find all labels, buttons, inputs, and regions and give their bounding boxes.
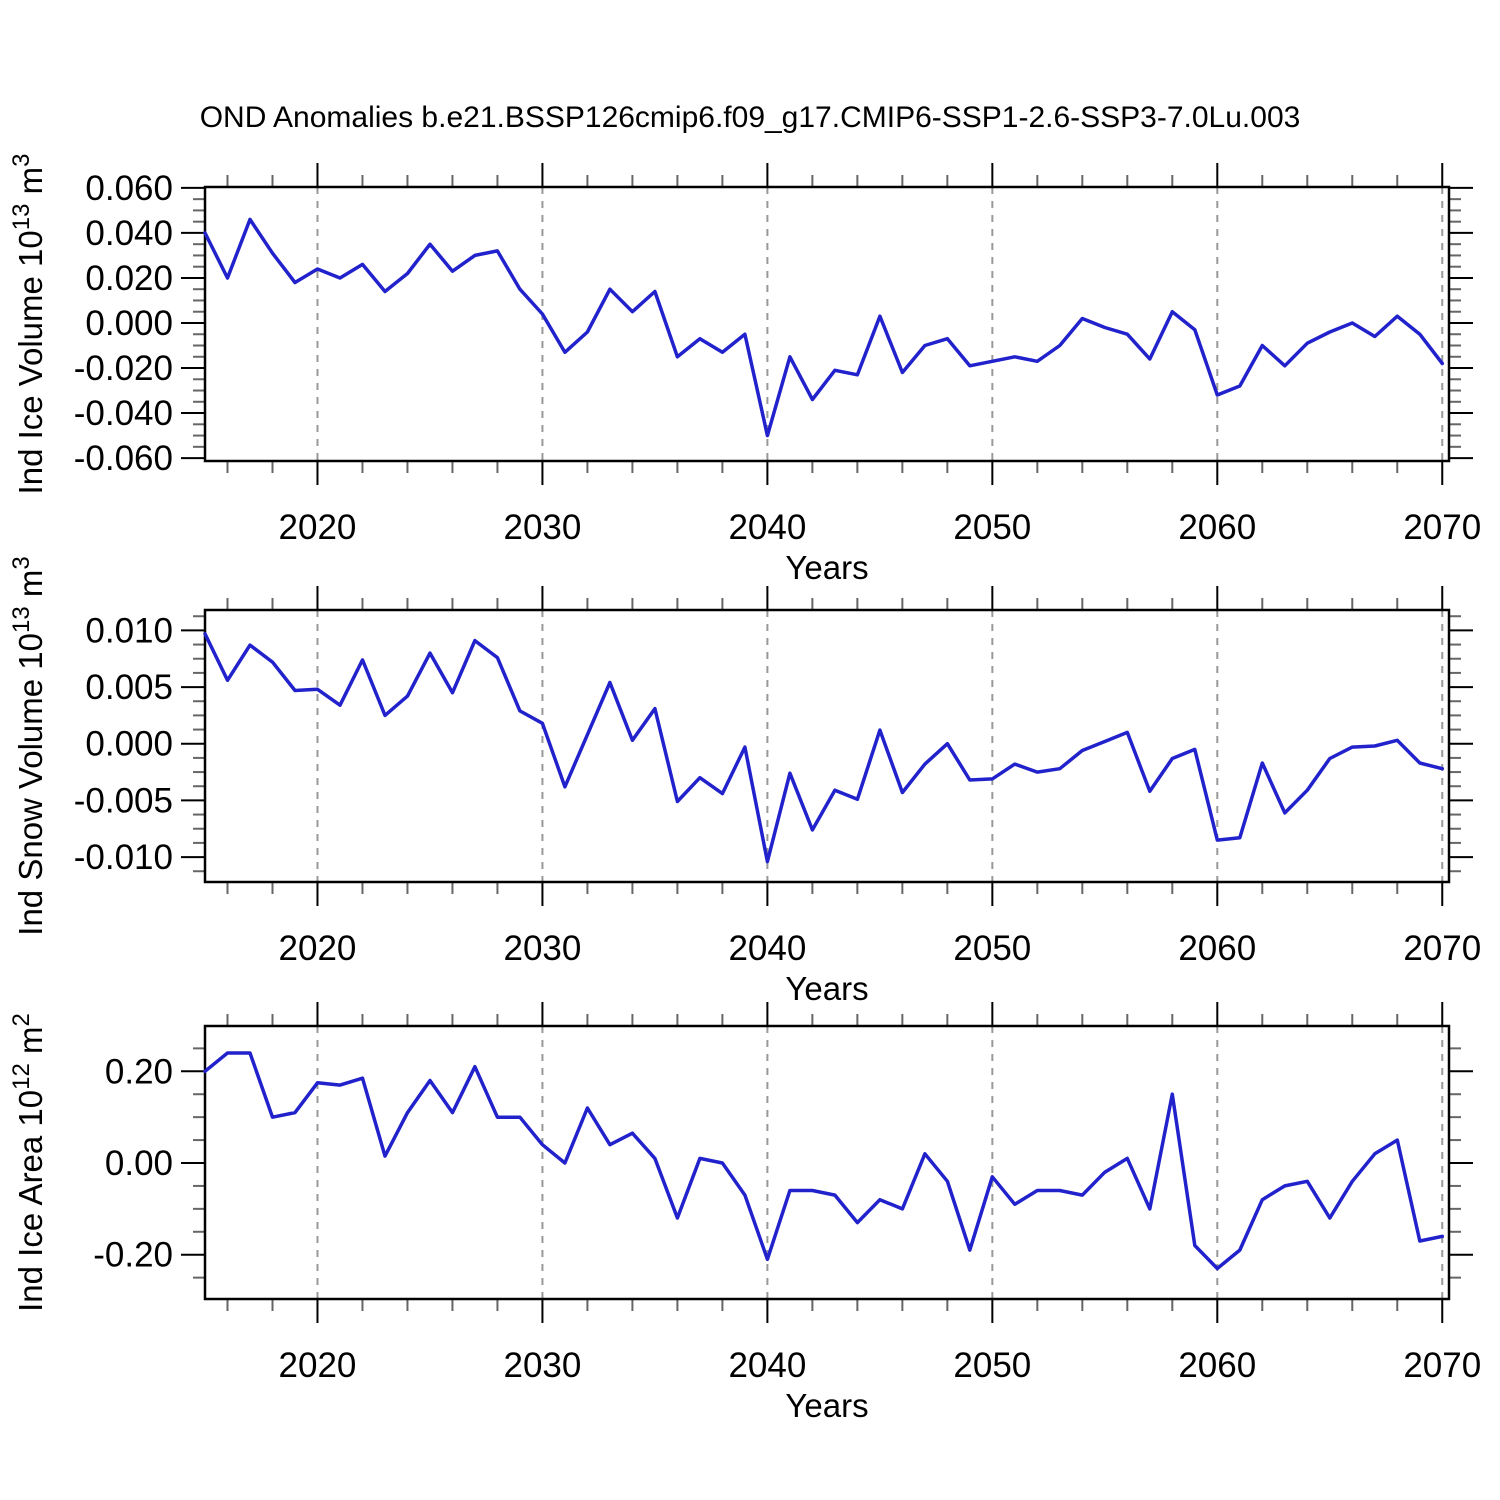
- x-tick-label: 2030: [503, 508, 581, 547]
- figure-title: OND Anomalies b.e21.BSSP126cmip6.f09_g17…: [199, 101, 1301, 134]
- x-ticks: [226, 1002, 1444, 1323]
- y-tick-label: -0.010: [74, 838, 173, 877]
- x-tick-label: 2060: [1178, 1346, 1256, 1385]
- x-axis-title: Years: [785, 1387, 868, 1424]
- y-tick-label: 0.010: [85, 611, 173, 650]
- x-tick-label: 2020: [279, 508, 357, 547]
- y-tick-label: -0.060: [74, 439, 173, 478]
- plot-frame: [203, 608, 1451, 884]
- ind-ice-volume-line: [203, 217, 1445, 438]
- x-tick-label: 2060: [1178, 508, 1256, 547]
- y-tick-label: 0.000: [85, 304, 173, 343]
- y-ticks: [181, 186, 1473, 460]
- x-tick-label: 2040: [728, 929, 806, 968]
- ind-ice-area-line: [203, 1051, 1445, 1271]
- x-ticks: [226, 163, 1444, 485]
- y-tick-label: -0.040: [74, 394, 173, 433]
- y-tick-label: 0.005: [85, 668, 173, 707]
- y-axis-title: Ind Ice Volume 1013 m3: [8, 154, 49, 495]
- x-ticks: [226, 586, 1444, 906]
- y-tick-label: -0.20: [93, 1236, 173, 1275]
- x-tick-labels: 2020 2030 2040 2050 2060 2070: [279, 929, 1482, 968]
- y-tick-label: -0.020: [74, 349, 173, 388]
- x-tick-label: 2070: [1403, 1346, 1481, 1385]
- y-tick-label: -0.005: [74, 781, 173, 820]
- y-tick-label: 0.000: [85, 725, 173, 764]
- ind-snow-volume-line: [203, 632, 1445, 864]
- x-tick-labels: 2020 2030 2040 2050 2060 2070: [279, 1346, 1482, 1385]
- y-axis-title: Ind Ice Area 1012 m2: [8, 1013, 49, 1312]
- y-ticks: [181, 1047, 1473, 1279]
- y-tick-labels: 0.060 0.040 0.020 0.000 -0.020 -0.040 -0.060: [74, 169, 173, 478]
- y-tick-label: 0.00: [105, 1144, 173, 1183]
- y-tick-label: 0.020: [85, 259, 173, 298]
- x-tick-label: 2030: [503, 1346, 581, 1385]
- x-tick-label: 2020: [279, 1346, 357, 1385]
- x-tick-label: 2040: [728, 508, 806, 547]
- gridlines: [316, 187, 1444, 461]
- x-tick-label: 2050: [953, 1346, 1031, 1385]
- x-tick-label: 2050: [953, 508, 1031, 547]
- plot-frame: [203, 185, 1451, 463]
- x-tick-label: 2040: [728, 1346, 806, 1385]
- y-tick-labels: 0.20 0.00 -0.20: [93, 1052, 173, 1274]
- y-tick-label: 0.060: [85, 169, 173, 208]
- x-tick-label: 2020: [279, 929, 357, 968]
- y-tick-labels: 0.010 0.005 0.000 -0.005 -0.010: [74, 611, 173, 877]
- x-tick-label: 2070: [1403, 929, 1481, 968]
- gridlines: [316, 1026, 1444, 1299]
- y-ticks: [181, 615, 1473, 873]
- plot-frame: [203, 1024, 1451, 1301]
- y-tick-label: 0.040: [85, 214, 173, 253]
- x-tick-label: 2050: [953, 929, 1031, 968]
- x-tick-labels: 2020 2030 2040 2050 2060 2070: [279, 508, 1482, 547]
- x-tick-label: 2030: [503, 929, 581, 968]
- panel-1-ind-ice-volume-chart: 0.060 0.040 0.020 0.000 -0.020 -0.040 -0.060 20…: [8, 154, 1481, 586]
- x-tick-label: 2070: [1403, 508, 1481, 547]
- y-tick-label: 0.20: [105, 1052, 173, 1091]
- x-axis-title: Years: [785, 549, 868, 586]
- x-axis-title: Years: [785, 970, 868, 1007]
- y-axis-title: Ind Snow Volume 1013 m3: [8, 556, 49, 935]
- x-tick-label: 2060: [1178, 929, 1256, 968]
- panel-3-ind-ice-area-chart: 0.20 0.00 -0.20 2020 2030 2040 2050 2060 2070 Yea…: [8, 1002, 1481, 1424]
